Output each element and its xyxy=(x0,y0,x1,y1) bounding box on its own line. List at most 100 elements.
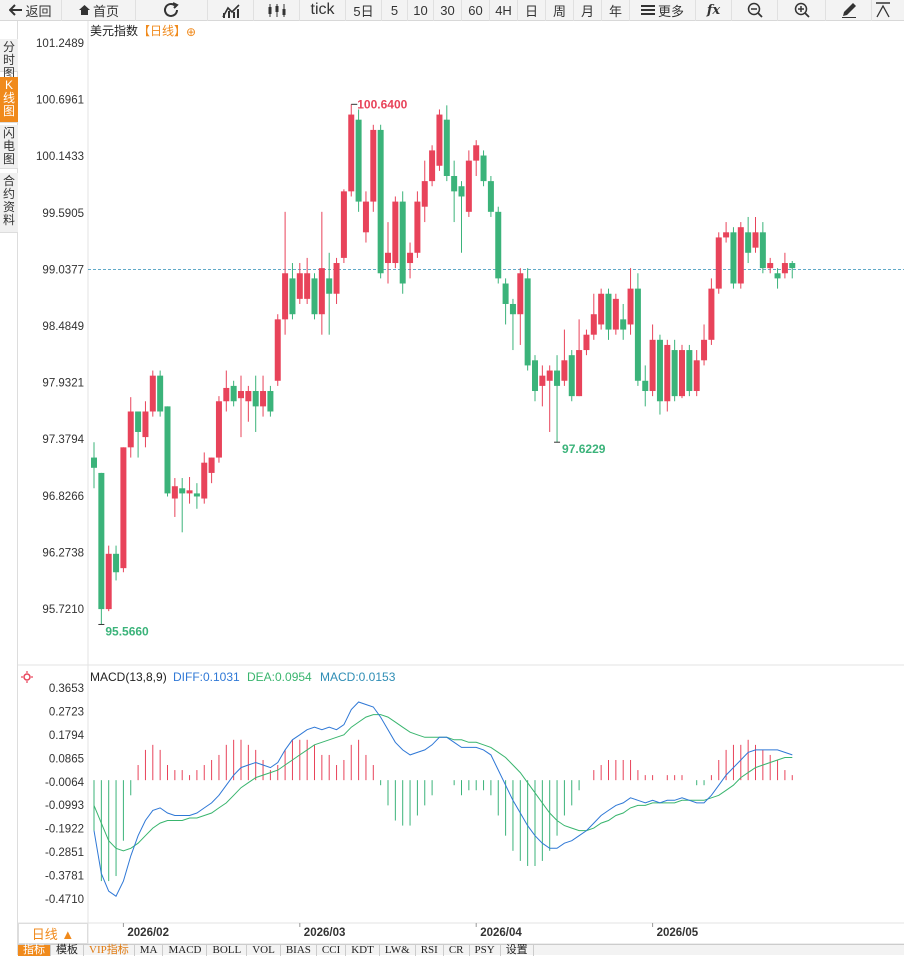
candle-body xyxy=(304,273,311,299)
tab-indicators[interactable]: 指标 xyxy=(18,944,51,956)
candle-body xyxy=(524,278,531,366)
tab-kline[interactable]: K线图 xyxy=(0,77,18,123)
zoom-out-button[interactable] xyxy=(732,0,778,21)
tab-boll[interactable]: BOLL xyxy=(207,944,248,956)
period-tick[interactable]: tick xyxy=(300,0,346,21)
zoom-in-icon xyxy=(794,2,810,18)
period-tag: 【日线】 xyxy=(138,24,186,38)
tab-cci[interactable]: CCI xyxy=(317,944,347,956)
candle-body xyxy=(392,201,399,264)
tab-kdt[interactable]: KDT xyxy=(346,944,380,956)
candle-body xyxy=(260,391,267,407)
back-button[interactable]: 返回 xyxy=(0,0,62,21)
tab-macd[interactable]: MACD xyxy=(163,944,208,956)
candle-body xyxy=(752,232,759,248)
collapse-button[interactable] xyxy=(872,0,894,21)
candle-body xyxy=(671,350,678,397)
side-tabs: 分时图 K线图 闪电图 合约资料 xyxy=(0,21,18,955)
tab-cr[interactable]: CR xyxy=(444,944,470,956)
candle-body xyxy=(458,186,465,197)
tab-contract-info[interactable]: 合约资料 xyxy=(0,173,18,233)
more-button[interactable]: 更多 xyxy=(630,0,696,21)
candle-body xyxy=(583,334,590,351)
candle-body xyxy=(238,391,244,399)
period-30min[interactable]: 30 xyxy=(434,0,462,21)
candle-body xyxy=(634,288,641,381)
function-icon: fx xyxy=(706,2,721,18)
candle-body xyxy=(708,288,715,340)
candle-body xyxy=(546,370,553,381)
chart-type-button[interactable] xyxy=(208,0,254,21)
candle-body xyxy=(407,252,414,264)
candle-body xyxy=(355,119,362,202)
candle-body xyxy=(348,114,355,192)
candle-body xyxy=(561,360,568,381)
candle-body xyxy=(91,457,97,468)
macd-settings-icon[interactable] xyxy=(21,671,33,683)
period-month[interactable]: 月 xyxy=(574,0,602,21)
macd-tick-label: -0.1922 xyxy=(45,824,84,836)
candle-body xyxy=(517,273,524,315)
macd-axis: 0.3653 0.2723 0.1794 0.0865 -0.0064 -0.0993 -0… xyxy=(45,683,85,906)
date-tick-label: 2026/05 xyxy=(657,927,699,939)
tab-bias[interactable]: BIAS xyxy=(281,944,317,956)
candle-body xyxy=(296,273,303,299)
candle-body xyxy=(612,298,619,330)
refresh-button[interactable] xyxy=(136,0,208,21)
period-5min[interactable]: 5 xyxy=(382,0,408,21)
candle-body xyxy=(759,232,766,269)
candle-body xyxy=(113,553,120,573)
tab-rsi[interactable]: RSI xyxy=(416,944,444,956)
candle-body xyxy=(480,155,487,182)
candle-body xyxy=(98,472,105,610)
candle-body xyxy=(215,401,222,458)
candle-style-button[interactable] xyxy=(254,0,300,21)
candle-body xyxy=(414,201,421,253)
price-tick-label: 98.4849 xyxy=(42,321,84,333)
max-price-label: 100.6400 xyxy=(357,97,407,111)
candle-body xyxy=(399,201,406,284)
period-4h[interactable]: 4H xyxy=(490,0,518,21)
candle-body xyxy=(267,391,274,412)
candle-body xyxy=(686,350,693,392)
tab-lw[interactable]: LW& xyxy=(380,944,416,956)
period-day[interactable]: 日 xyxy=(518,0,546,21)
date-tick-label: 2026/03 xyxy=(304,927,346,939)
candle-body xyxy=(656,339,663,402)
period-5d[interactable]: 5日 xyxy=(346,0,382,21)
tab-vip-indicators[interactable]: VIP指标 xyxy=(84,944,135,956)
home-button[interactable]: 首页 xyxy=(62,0,136,21)
period-selector[interactable]: 日线 ▲ xyxy=(18,923,88,944)
candle-body xyxy=(495,211,502,279)
candle-body xyxy=(487,181,494,212)
zoom-in-button[interactable] xyxy=(778,0,826,21)
tab-ma[interactable]: MA xyxy=(135,944,164,956)
candle-body xyxy=(568,355,575,397)
candle-body xyxy=(701,339,708,361)
back-label: 返回 xyxy=(25,3,52,19)
period-year[interactable]: 年 xyxy=(602,0,630,21)
candle-body xyxy=(532,360,538,392)
dea-line xyxy=(93,714,793,852)
candle-body xyxy=(421,181,428,207)
candle-body xyxy=(120,447,127,569)
tab-vol[interactable]: VOL xyxy=(247,944,281,956)
price-tick-label: 101.2489 xyxy=(36,38,84,50)
formula-button[interactable]: fx xyxy=(696,0,732,21)
candle-body xyxy=(370,129,377,202)
period-60min[interactable]: 60 xyxy=(462,0,490,21)
period-week[interactable]: 周 xyxy=(546,0,574,21)
tab-flash-chart[interactable]: 闪电图 xyxy=(0,125,18,169)
add-indicator-icon[interactable]: ⊕ xyxy=(186,25,196,39)
candle-body xyxy=(142,411,149,438)
tab-template[interactable]: 模板 xyxy=(51,944,84,956)
tab-minute-chart[interactable]: 分时图 xyxy=(0,39,18,80)
top-toolbar: 返回 首页 tick 5日 5 10 30 60 4H 日 周 月 年 更多 f… xyxy=(0,0,904,21)
tab-psy[interactable]: PSY xyxy=(470,944,501,956)
draw-button[interactable] xyxy=(826,0,872,21)
tab-settings[interactable]: 设置 xyxy=(501,944,534,956)
kline-chart[interactable]: 美元指数 【日线】 ⊕ 101.2489 100.6961 100.1433 99.5… xyxy=(18,21,904,944)
period-10min[interactable]: 10 xyxy=(408,0,434,21)
candle-body xyxy=(789,263,796,269)
candle-body xyxy=(465,160,472,212)
